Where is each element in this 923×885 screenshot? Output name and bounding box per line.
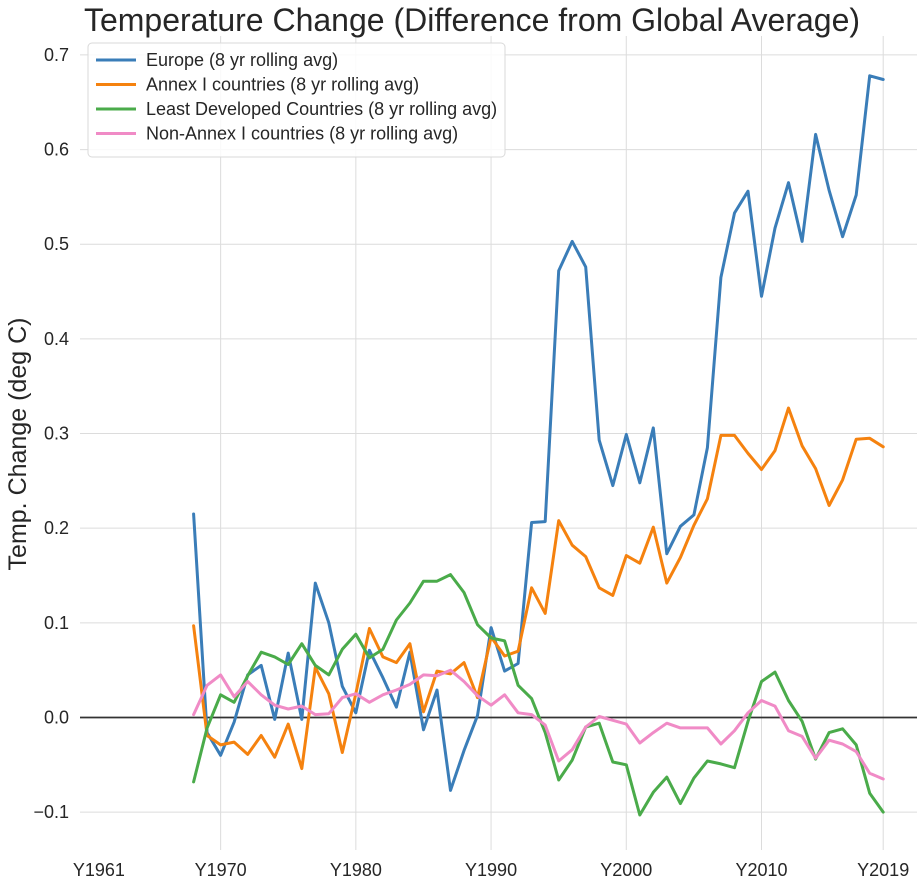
y-tick-label: 0.4 bbox=[44, 329, 69, 349]
x-tick-label: Y1980 bbox=[330, 860, 382, 880]
y-tick-label: 0.1 bbox=[44, 613, 69, 633]
legend-label: Annex I countries (8 yr rolling avg) bbox=[146, 75, 419, 95]
y-tick-label: 0.5 bbox=[44, 234, 69, 254]
legend-box bbox=[87, 42, 506, 158]
series-line-1 bbox=[192, 406, 885, 771]
y-tick-label: −0.1 bbox=[33, 802, 69, 822]
x-axis-tick-labels: Y1961 Y1970 Y1980 Y1990 Y2000 Y2010 Y2019 bbox=[73, 860, 909, 880]
series-lines bbox=[192, 74, 885, 817]
legend-label: Non-Annex I countries (8 yr rolling avg) bbox=[146, 124, 458, 144]
x-tick-label: Y1961 bbox=[73, 860, 125, 880]
x-tick-label: Y2010 bbox=[735, 860, 787, 880]
y-axis-tick-labels: −0.1 0.0 0.1 0.2 0.3 0.4 0.5 0.6 0.7 bbox=[33, 45, 69, 822]
y-tick-label: 0.0 bbox=[44, 707, 69, 727]
x-tick-label: Y1990 bbox=[465, 860, 517, 880]
legend-label: Europe (8 yr rolling avg) bbox=[146, 50, 338, 70]
y-tick-label: 0.6 bbox=[44, 140, 69, 160]
x-tick-label: Y2019 bbox=[857, 860, 909, 880]
x-tick-label: Y2000 bbox=[600, 860, 652, 880]
y-tick-label: 0.3 bbox=[44, 424, 69, 444]
y-axis-label: Temp. Change (deg C) bbox=[4, 318, 32, 571]
y-tick-label: 0.7 bbox=[44, 45, 69, 65]
series-line-3 bbox=[192, 668, 885, 781]
chart-title: Temperature Change (Difference from Glob… bbox=[84, 2, 860, 38]
legend: Europe (8 yr rolling avg) Annex I countri… bbox=[87, 42, 506, 158]
series-line-2 bbox=[192, 573, 885, 817]
x-tick-label: Y1970 bbox=[195, 860, 247, 880]
series-line-0 bbox=[192, 74, 885, 792]
legend-label: Least Developed Countries (8 yr rolling … bbox=[146, 99, 497, 119]
y-tick-label: 0.2 bbox=[44, 518, 69, 538]
